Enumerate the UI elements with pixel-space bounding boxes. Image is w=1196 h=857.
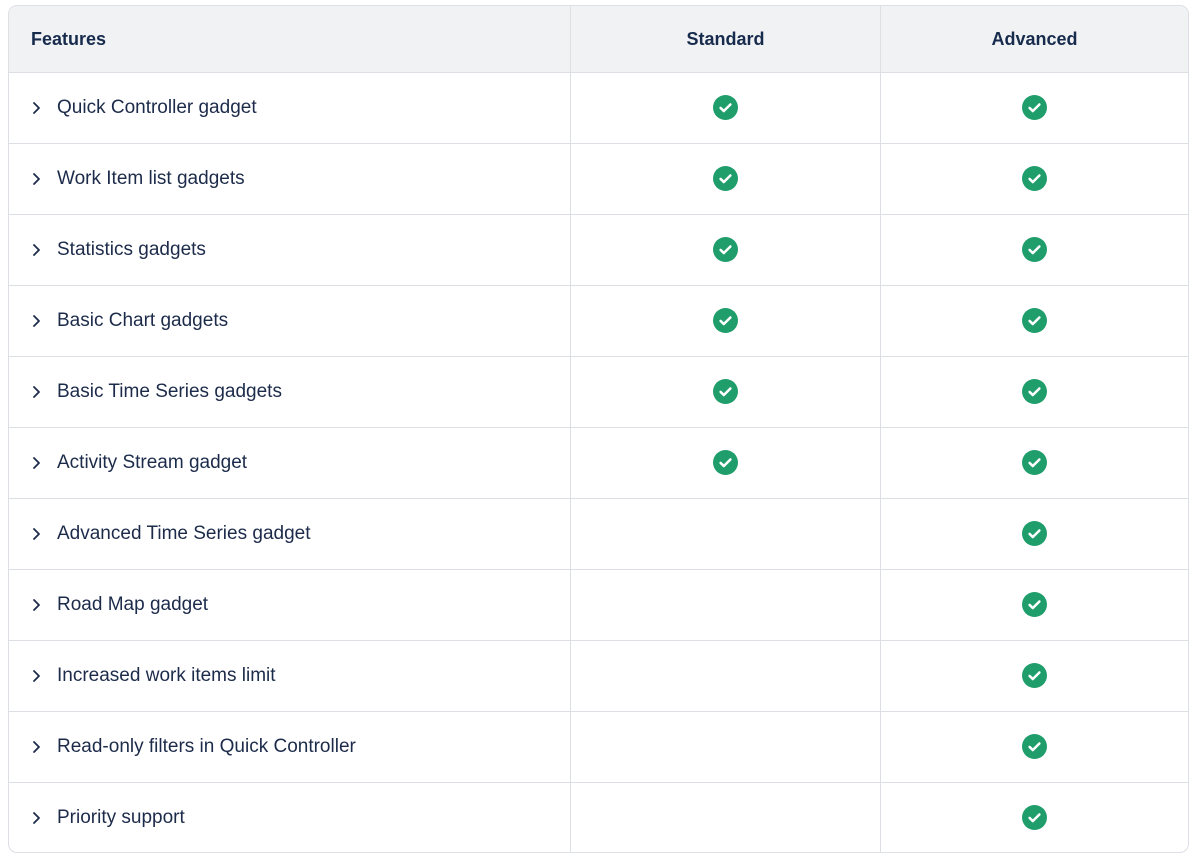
feature-toggle[interactable]: Quick Controller gadget — [9, 73, 570, 143]
standard-cell — [570, 499, 880, 569]
check-circle-icon — [1022, 520, 1047, 546]
check-circle-icon — [1022, 804, 1047, 830]
standard-cell — [570, 73, 880, 143]
table-row: Road Map gadget — [9, 569, 1188, 640]
standard-cell — [570, 428, 880, 498]
feature-toggle[interactable]: Increased work items limit — [9, 641, 570, 711]
advanced-cell — [880, 641, 1188, 711]
header-features: Features — [31, 28, 107, 49]
chevron-right-icon — [31, 669, 51, 683]
chevron-right-icon — [31, 243, 51, 257]
feature-toggle[interactable]: Road Map gadget — [9, 570, 570, 640]
check-circle-icon — [1022, 733, 1047, 759]
advanced-cell — [880, 144, 1188, 214]
standard-cell — [570, 712, 880, 782]
chevron-right-icon — [31, 314, 51, 328]
standard-cell — [570, 215, 880, 285]
advanced-cell — [880, 357, 1188, 427]
header-standard: Standard — [570, 6, 880, 72]
header-advanced: Advanced — [880, 6, 1188, 72]
advanced-cell — [880, 712, 1188, 782]
chevron-right-icon — [31, 385, 51, 399]
advanced-cell — [880, 783, 1188, 852]
table-row: Increased work items limit — [9, 640, 1188, 711]
check-circle-icon — [1022, 307, 1047, 333]
table-row: Read-only filters in Quick Controller — [9, 711, 1188, 782]
check-circle-icon — [713, 236, 738, 262]
feature-label: Priority support — [57, 807, 185, 828]
table-row: Advanced Time Series gadget — [9, 498, 1188, 569]
check-circle-icon — [713, 378, 738, 404]
advanced-cell — [880, 428, 1188, 498]
check-circle-icon — [1022, 165, 1047, 191]
feature-label: Activity Stream gadget — [57, 452, 248, 473]
feature-label: Basic Chart gadgets — [57, 310, 229, 331]
feature-toggle[interactable]: Priority support — [9, 783, 570, 852]
table-row: Basic Time Series gadgets — [9, 356, 1188, 427]
feature-label: Advanced Time Series gadget — [57, 523, 311, 544]
check-circle-icon — [713, 449, 738, 475]
chevron-right-icon — [31, 527, 51, 541]
advanced-cell — [880, 73, 1188, 143]
chevron-right-icon — [31, 456, 51, 470]
check-circle-icon — [1022, 94, 1047, 120]
feature-toggle[interactable]: Basic Time Series gadgets — [9, 357, 570, 427]
feature-comparison-table: Features Standard Advanced Quick Control… — [8, 5, 1189, 853]
standard-cell — [570, 144, 880, 214]
table-row: Statistics gadgets — [9, 214, 1188, 285]
check-circle-icon — [1022, 591, 1047, 617]
chevron-right-icon — [31, 811, 51, 825]
check-circle-icon — [713, 307, 738, 333]
standard-cell — [570, 286, 880, 356]
feature-label: Statistics gadgets — [57, 239, 206, 260]
check-circle-icon — [1022, 236, 1047, 262]
feature-label: Increased work items limit — [57, 665, 276, 686]
standard-cell — [570, 641, 880, 711]
feature-toggle[interactable]: Statistics gadgets — [9, 215, 570, 285]
advanced-cell — [880, 570, 1188, 640]
feature-label: Road Map gadget — [57, 594, 209, 615]
feature-label: Quick Controller gadget — [57, 97, 257, 118]
advanced-cell — [880, 286, 1188, 356]
check-circle-icon — [1022, 449, 1047, 475]
check-circle-icon — [1022, 662, 1047, 688]
chevron-right-icon — [31, 598, 51, 612]
feature-toggle[interactable]: Read-only filters in Quick Controller — [9, 712, 570, 782]
standard-cell — [570, 783, 880, 852]
table-row: Activity Stream gadget — [9, 427, 1188, 498]
table-row: Priority support — [9, 782, 1188, 852]
feature-toggle[interactable]: Advanced Time Series gadget — [9, 499, 570, 569]
feature-toggle[interactable]: Work Item list gadgets — [9, 144, 570, 214]
feature-label: Work Item list gadgets — [57, 168, 245, 189]
check-circle-icon — [713, 165, 738, 191]
chevron-right-icon — [31, 740, 51, 754]
feature-label: Read-only filters in Quick Controller — [57, 736, 356, 757]
standard-cell — [570, 570, 880, 640]
chevron-right-icon — [31, 101, 51, 115]
feature-label: Basic Time Series gadgets — [57, 381, 282, 402]
check-circle-icon — [713, 94, 738, 120]
table-row: Quick Controller gadget — [9, 72, 1188, 143]
table-row: Work Item list gadgets — [9, 143, 1188, 214]
check-circle-icon — [1022, 378, 1047, 404]
feature-toggle[interactable]: Activity Stream gadget — [9, 428, 570, 498]
table-header: Features Standard Advanced — [9, 6, 1188, 72]
table-row: Basic Chart gadgets — [9, 285, 1188, 356]
advanced-cell — [880, 215, 1188, 285]
standard-cell — [570, 357, 880, 427]
feature-toggle[interactable]: Basic Chart gadgets — [9, 286, 570, 356]
chevron-right-icon — [31, 172, 51, 186]
advanced-cell — [880, 499, 1188, 569]
